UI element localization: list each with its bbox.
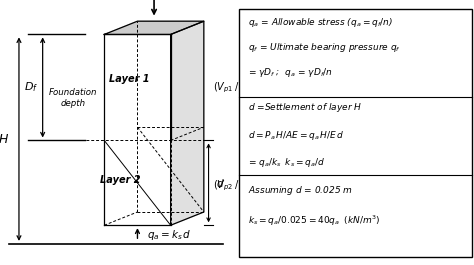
Text: $k_s = q_a / 0.025 = 40q_a\;\;(kN / m^3)$: $k_s = q_a / 0.025 = 40q_a\;\;(kN / m^3)… xyxy=(248,214,380,228)
Text: Foundation
depth: Foundation depth xyxy=(49,88,98,108)
Text: = $q_a / k_s\;\; k_s = q_a / d$: = $q_a / k_s\;\; k_s = q_a / d$ xyxy=(248,156,325,169)
Text: $D_f$: $D_f$ xyxy=(24,81,38,94)
Text: $q_a = k_s\, d$: $q_a = k_s\, d$ xyxy=(147,228,191,241)
Polygon shape xyxy=(171,21,204,225)
Text: Layer 1: Layer 1 xyxy=(109,74,149,85)
Polygon shape xyxy=(104,21,204,34)
Bar xyxy=(239,9,472,257)
Text: $d = P_a\, H / AE = q_a\, H/ E\, d$: $d = P_a\, H / AE = q_a\, H/ E\, d$ xyxy=(248,129,344,142)
Text: Assuming $d$ = 0.025 m: Assuming $d$ = 0.025 m xyxy=(248,184,353,197)
Text: $q_f$ = Ultimate bearing pressure $q_f$: $q_f$ = Ultimate bearing pressure $q_f$ xyxy=(248,41,401,54)
Text: = $\gamma D_f$ ;  $q_a$ = $\gamma D_f / n$: = $\gamma D_f$ ; $q_a$ = $\gamma D_f / n… xyxy=(248,66,333,80)
Text: $d$: $d$ xyxy=(216,177,224,189)
Text: $(V_{p2}\,/\,V_{s2})$: $(V_{p2}\,/\,V_{s2})$ xyxy=(213,178,259,193)
Text: Layer 2: Layer 2 xyxy=(100,175,140,185)
Text: $(V_{p1}\,/\,V_{s1})$: $(V_{p1}\,/\,V_{s1})$ xyxy=(213,80,259,95)
Text: $d$ =Settlement of layer $H$: $d$ =Settlement of layer $H$ xyxy=(248,101,362,114)
Text: $q_a$ = Allowable stress ($q_a = q_f / n$): $q_a$ = Allowable stress ($q_a = q_f / n… xyxy=(248,16,393,29)
Text: $H$: $H$ xyxy=(0,132,9,146)
